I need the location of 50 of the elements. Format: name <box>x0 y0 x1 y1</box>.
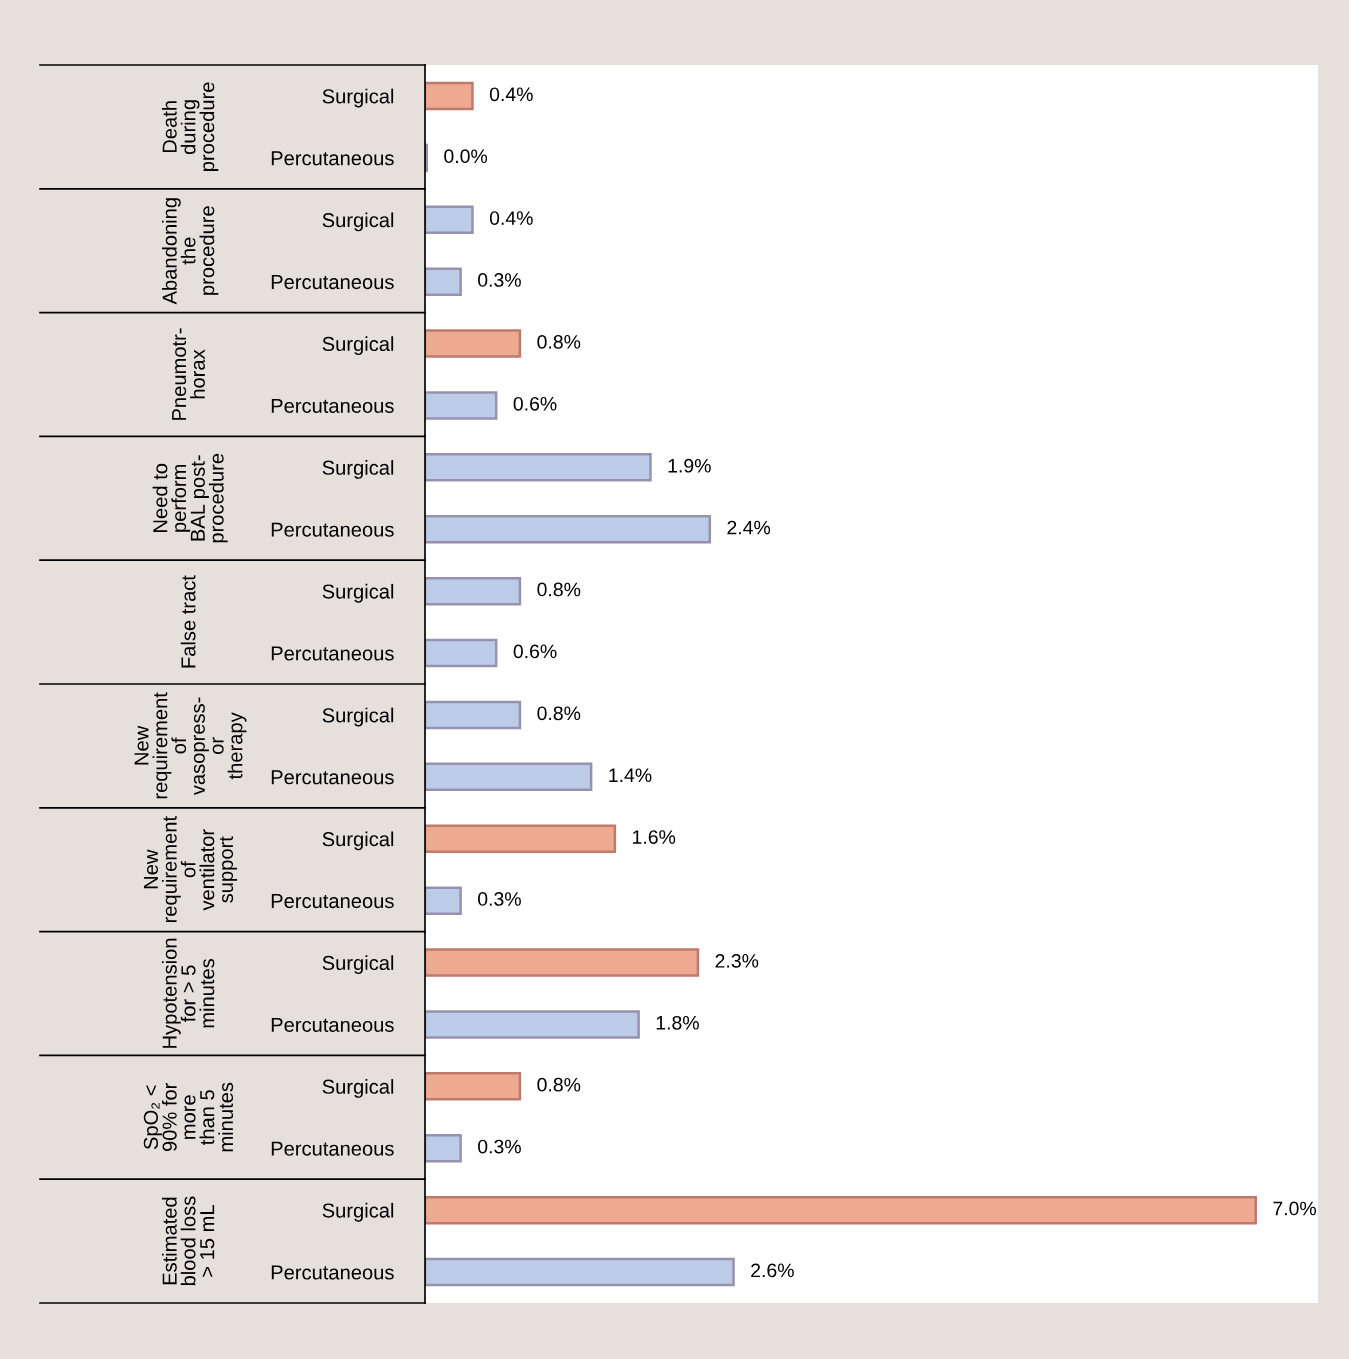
text: Need to perform BAL post- procedure <box>152 453 228 543</box>
data-label: 0.8% <box>537 335 581 349</box>
text: Estimated blood loss > 15 mL <box>161 1196 215 1286</box>
data-label: 0.0% <box>444 149 488 164</box>
text: SpO₂ < 90% for more than 5 minutes <box>143 1082 234 1152</box>
text: Pneumotr- horax <box>172 328 205 420</box>
y-tick-label: Percutaneous <box>271 398 394 413</box>
data-label: 1.9% <box>668 458 711 473</box>
y-tick-label: Percutaneous <box>271 646 394 661</box>
text: New requirement of ventilator support <box>143 816 238 923</box>
y-tick-label: Surgical <box>322 460 394 479</box>
y-tick-label: Surgical <box>322 707 394 727</box>
y-tick-label: Percutaneous <box>271 522 394 537</box>
data-label: 0.6% <box>513 644 557 659</box>
data-label: 1.8% <box>656 1015 699 1030</box>
text: Abandoning the procedure <box>161 198 219 305</box>
y-tick-label: Percutaneous <box>271 770 394 785</box>
text: New requirement of vasopress- or therapy <box>134 692 247 799</box>
y-tick-label: Surgical <box>322 955 394 975</box>
y-tick-label: Surgical <box>322 336 394 356</box>
data-label: 0.8% <box>537 706 581 721</box>
y-tick-label: Surgical <box>322 1079 394 1098</box>
y-tick-label: Surgical <box>322 831 394 851</box>
y-tick-label: Surgical <box>322 1202 394 1222</box>
text: Hypotension for > 5 minutes <box>161 938 215 1048</box>
data-label: 0.8% <box>537 1077 581 1092</box>
data-label: 7.0% <box>1273 1201 1316 1216</box>
data-label: 0.3% <box>478 1139 521 1154</box>
data-label: 0.4% <box>489 211 533 225</box>
data-label: 1.4% <box>609 768 652 782</box>
data-label: 0.3% <box>478 273 521 287</box>
y-tick-label: Percutaneous <box>271 275 394 290</box>
data-label: 0.3% <box>478 892 521 906</box>
y-tick-label: Percutaneous <box>271 1017 394 1032</box>
y-tick-label: Surgical <box>322 583 394 603</box>
y-tick-label: Percutaneous <box>271 1141 394 1156</box>
data-label: 2.4% <box>727 520 771 535</box>
y-tick-label: Surgical <box>322 212 394 232</box>
text: False tract <box>180 575 196 668</box>
data-label: 0.6% <box>513 396 557 411</box>
data-label: 0.8% <box>537 582 581 597</box>
y-tick-label: Percutaneous <box>271 894 394 909</box>
data-label: 1.6% <box>633 830 676 844</box>
y-tick-label: Percutaneous <box>271 1265 394 1280</box>
y-tick-label: Percutaneous <box>271 151 394 166</box>
text: Death during procedure <box>161 82 219 171</box>
data-label: 0.4% <box>489 87 533 102</box>
data-label: 2.3% <box>715 954 759 968</box>
y-tick-label: Surgical <box>322 88 394 108</box>
data-label: 2.6% <box>751 1263 794 1278</box>
